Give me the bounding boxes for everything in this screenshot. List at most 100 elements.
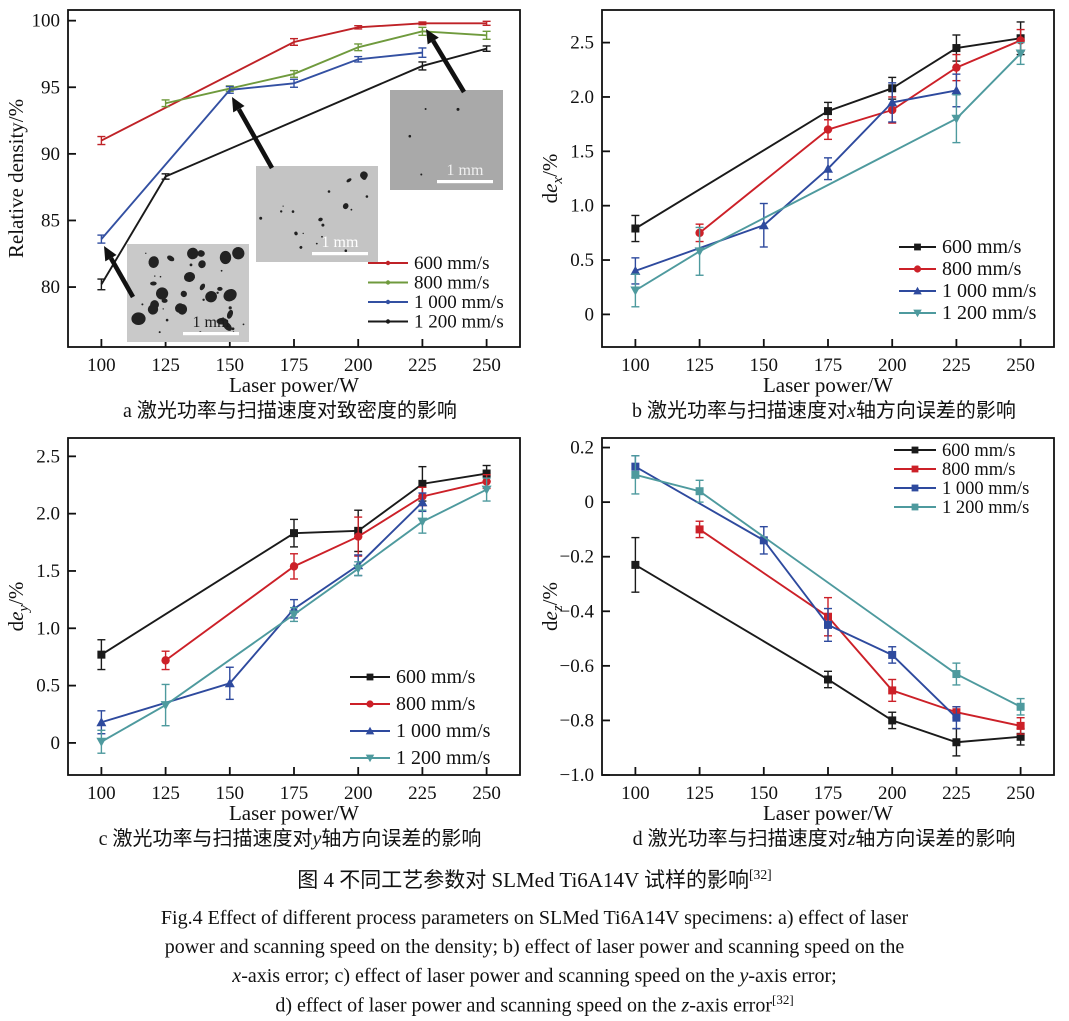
svg-text:250: 250: [472, 783, 501, 804]
svg-text:0.2: 0.2: [570, 438, 594, 459]
series-1-200-mm/s: [631, 455, 1025, 716]
svg-text:95: 95: [41, 77, 60, 98]
legend-label: 600 mm/s: [414, 253, 489, 274]
svg-text:2.5: 2.5: [570, 33, 594, 54]
svg-text:−1.0: −1.0: [560, 765, 594, 786]
svg-text:250: 250: [472, 355, 501, 376]
svg-text:0: 0: [585, 492, 595, 513]
svg-text:2.5: 2.5: [36, 446, 60, 467]
legend-label: 800 mm/s: [396, 693, 476, 715]
micrograph-inset: 1 mm: [390, 90, 503, 190]
charts-grid: 100 125 150 175 200 225 250 80 85 90 95 100 Laser po…: [0, 9, 1069, 856]
svg-text:80: 80: [41, 277, 60, 298]
scale-bar-label: 1 mm: [193, 314, 230, 331]
svg-text:200: 200: [878, 783, 907, 804]
micrograph-inset: 1 mm: [256, 166, 378, 262]
panel-d: 100 125 150 175 200 225 250 0.2 0 −0.2 −0.4 −0.6 −0.…: [534, 428, 1069, 856]
panel-d-caption: d 激光功率与扫描速度对z轴方向误差的影响: [632, 828, 1016, 850]
series-600-mm/s: [631, 536, 1025, 757]
svg-text:2.0: 2.0: [36, 504, 60, 525]
svg-text:150: 150: [750, 783, 779, 804]
chart-c-plot: 100 125 150 175 200 225 250 0 0.5 1.0 1.5 2.0 2.5 Las…: [4, 437, 521, 825]
x-axis-label: Laser power/W: [763, 373, 893, 397]
svg-text:175: 175: [814, 355, 843, 376]
figure-caption: 图 4 不同工艺参数对 SLMed Ti6A14V 试样的影响[32] Fig.…: [0, 864, 1069, 1021]
axes: [601, 9, 1055, 348]
series-1-200-mm/s: [630, 41, 1026, 308]
svg-text:175: 175: [280, 783, 309, 804]
legend-label: 600 mm/s: [942, 236, 1022, 258]
svg-text:225: 225: [942, 355, 971, 376]
svg-text:250: 250: [1006, 783, 1035, 804]
svg-text:1.5: 1.5: [36, 561, 60, 582]
legend-label: 800 mm/s: [942, 258, 1022, 280]
svg-text:2.0: 2.0: [570, 87, 594, 108]
y-axis-label: Relative density/%: [4, 99, 28, 258]
svg-text:0.5: 0.5: [36, 676, 60, 697]
svg-text:85: 85: [41, 210, 60, 231]
panel-caption-text: b 激光功率与扫描速度对: [632, 400, 848, 422]
legend-label: 1 000 mm/s: [396, 720, 491, 742]
legend-label: 1 200 mm/s: [942, 302, 1037, 324]
x-axis-label: Laser power/W: [763, 801, 893, 825]
axes: [601, 437, 1055, 776]
axes: [67, 437, 521, 776]
legend-label: 600 mm/s: [942, 441, 1016, 461]
axes: [67, 9, 521, 348]
svg-text:250: 250: [1006, 355, 1035, 376]
y-axis-label: dey/%: [4, 582, 32, 632]
figure-caption-zh: 图 4 不同工艺参数对 SLMed Ti6A14V 试样的影响[32]: [297, 867, 772, 892]
legend-label: 800 mm/s: [414, 273, 489, 294]
svg-text:225: 225: [942, 783, 971, 804]
svg-text:90: 90: [41, 144, 60, 165]
svg-text:0.5: 0.5: [570, 250, 594, 271]
scale-bar-label: 1 mm: [447, 162, 484, 179]
svg-text:125: 125: [685, 355, 714, 376]
panel-b-caption: b 激光功率与扫描速度对x轴方向误差的影响: [632, 400, 1016, 422]
legend-label: 1 000 mm/s: [942, 479, 1029, 499]
panel-caption-text: d 激光功率与扫描速度对: [632, 828, 848, 850]
svg-text:125: 125: [151, 783, 180, 804]
legend-label: 1 000 mm/s: [414, 292, 504, 313]
scale-bar-label: 1 mm: [322, 234, 359, 251]
svg-text:−0.8: −0.8: [560, 710, 594, 731]
scale-bar: [312, 252, 368, 256]
svg-text:175: 175: [280, 355, 309, 376]
panel-caption-text: c 激光功率与扫描速度对: [98, 828, 313, 850]
pore-blobs: [408, 107, 460, 176]
reference-superscript: [32]: [749, 867, 772, 882]
y-axis-label: dex/%: [538, 154, 566, 204]
svg-text:100: 100: [87, 783, 116, 804]
svg-text:150: 150: [216, 783, 245, 804]
scale-bar: [183, 332, 239, 336]
panel-c: 100 125 150 175 200 225 250 0 0.5 1.0 1.5 2.0 2.5 Las…: [0, 428, 534, 856]
x-axis-label: Laser power/W: [229, 373, 359, 397]
svg-text:1.5: 1.5: [570, 141, 594, 162]
legend-label: 600 mm/s: [396, 666, 476, 688]
axis-labels: 100 125 150 175 200 225 250 80 85 90 95 100 Laser po…: [4, 11, 501, 397]
series-1-200-mm/s: [97, 45, 491, 291]
legend-label: 1 200 mm/s: [396, 747, 491, 769]
y-axis-label: dez/%: [538, 582, 566, 631]
svg-text:150: 150: [750, 355, 779, 376]
svg-text:100: 100: [87, 355, 116, 376]
svg-text:225: 225: [408, 355, 437, 376]
figure-caption-en-line: power and scanning speed on the density;…: [164, 936, 905, 958]
legend-label: 1 000 mm/s: [942, 280, 1037, 302]
x-axis-label: Laser power/W: [229, 801, 359, 825]
legend: 600 mm/s 800 mm/s 1 000 mm/s 1 200 mm/s: [350, 666, 491, 769]
annotation-arrow: [426, 29, 466, 94]
chart-d-plot: 100 125 150 175 200 225 250 0.2 0 −0.2 −0.4 −0.6 −0.…: [538, 437, 1055, 825]
chart-b-plot: 100 125 150 175 200 225 250 0 0.5 1.0 1.5 2.0 2.5 Las…: [538, 9, 1055, 397]
figure-caption-en-line: d) effect of laser power and scanning sp…: [275, 992, 794, 1017]
series-1-200-mm/s: [96, 477, 492, 754]
scale-bar: [437, 180, 493, 184]
figure-caption-en-line: Fig.4 Effect of different process parame…: [160, 907, 909, 929]
panel-caption-text: a 激光功率与扫描速度对致密度的影响: [123, 400, 457, 422]
annotation-arrow: [232, 97, 275, 170]
svg-text:125: 125: [151, 355, 180, 376]
legend-label: 1 200 mm/s: [942, 498, 1029, 518]
svg-text:100: 100: [32, 11, 61, 32]
svg-text:0: 0: [51, 733, 61, 754]
